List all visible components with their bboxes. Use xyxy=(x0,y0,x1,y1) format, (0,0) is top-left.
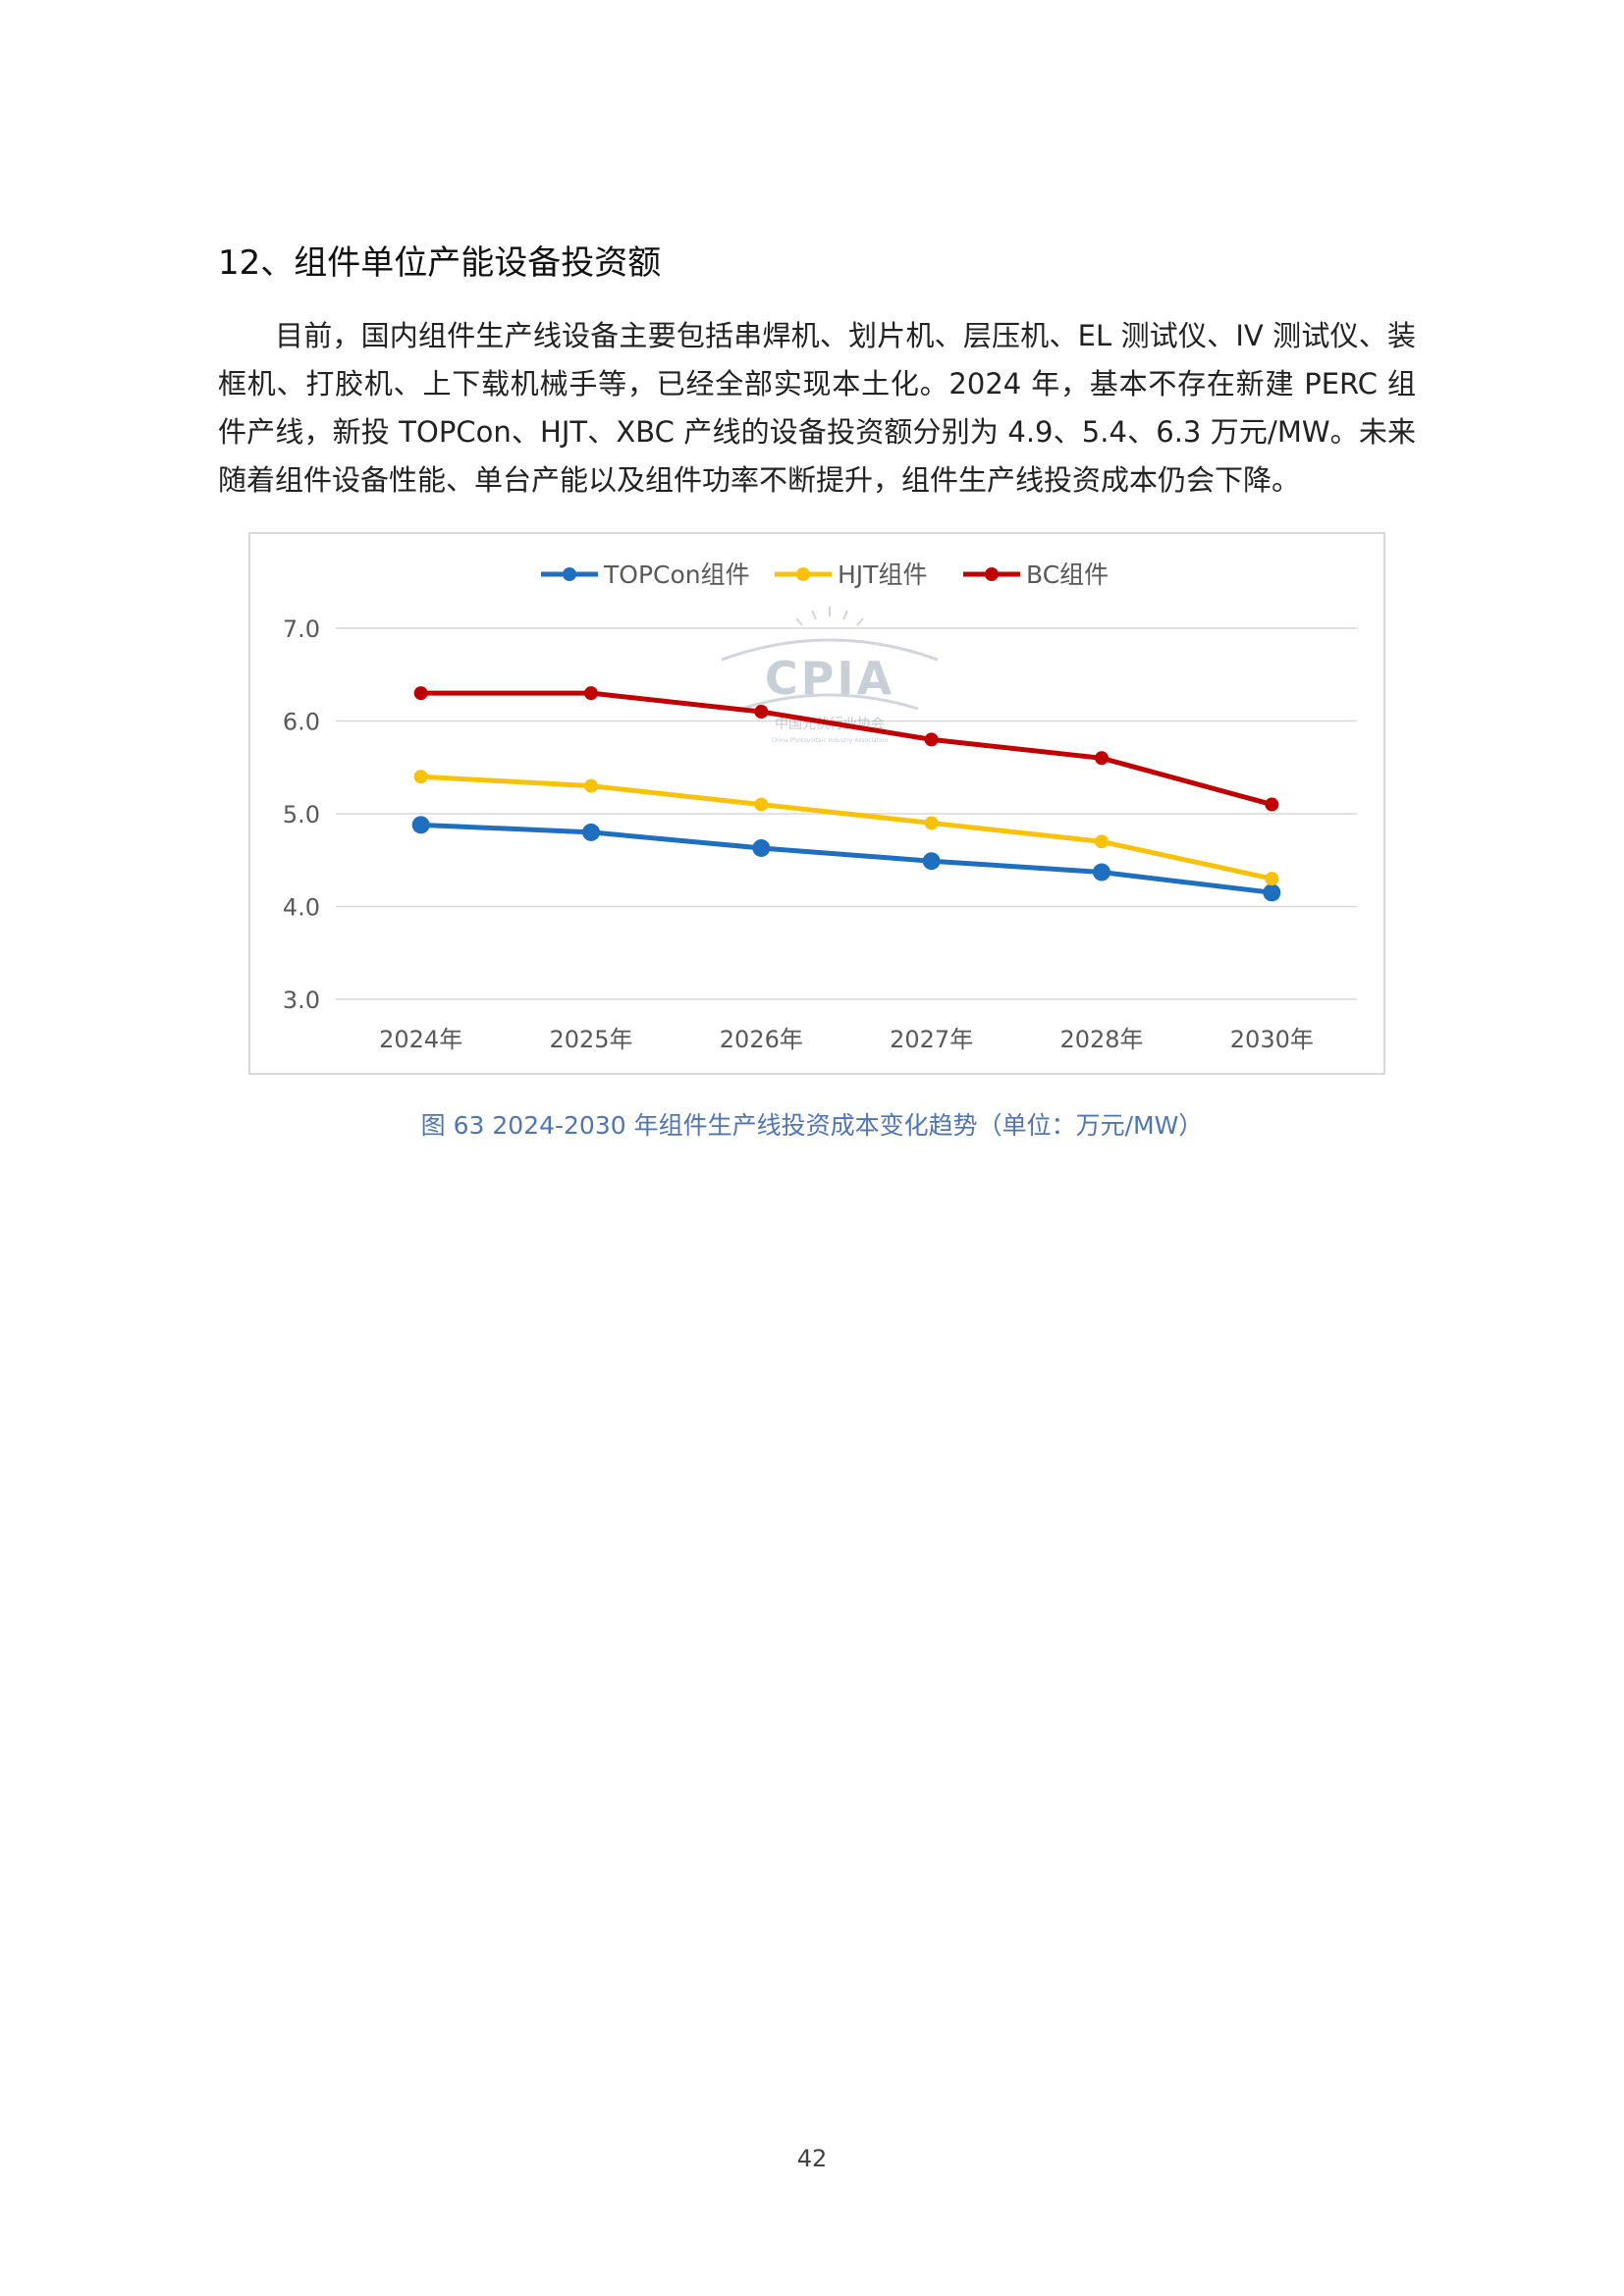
data-point xyxy=(582,823,600,841)
y-axis-labels: 3.0 4.0 5.0 6.0 7.0 xyxy=(283,615,320,1014)
data-point xyxy=(752,838,771,857)
legend-label: TOPCon组件 xyxy=(603,561,750,589)
data-point xyxy=(1265,872,1279,886)
data-point xyxy=(413,770,428,784)
legend-swatch-marker xyxy=(985,567,999,581)
data-point xyxy=(754,705,769,720)
data-point xyxy=(754,797,769,812)
data-point xyxy=(1095,751,1109,766)
section-heading: 12、组件单位产能设备投资额 xyxy=(218,243,662,283)
x-tick-label: 2030年 xyxy=(1230,1026,1314,1053)
page-number: 42 xyxy=(796,2145,828,2172)
data-point xyxy=(922,852,941,871)
y-tick-label: 6.0 xyxy=(283,709,320,736)
data-point xyxy=(413,686,428,701)
body-text: 目前，国内组件生产线设备主要包括串焊机、划片机、层压机、EL 测试仪、IV 测试… xyxy=(218,312,1416,505)
watermark-org-name-en: China Photovoltaic Industry Association xyxy=(772,737,889,744)
data-point xyxy=(411,816,430,834)
x-tick-label: 2025年 xyxy=(549,1026,632,1053)
legend-swatch-marker xyxy=(563,567,576,581)
legend-swatch-marker xyxy=(796,567,810,581)
data-point xyxy=(1095,834,1109,849)
x-tick-label: 2026年 xyxy=(720,1026,803,1053)
x-tick-label: 2027年 xyxy=(890,1026,973,1053)
y-tick-label: 4.0 xyxy=(283,894,320,922)
data-point xyxy=(924,732,939,747)
body-paragraph: 目前，国内组件生产线设备主要包括串焊机、划片机、层压机、EL 测试仪、IV 测试… xyxy=(218,319,1416,497)
series-line xyxy=(418,690,1274,808)
figure-caption: 图 63 2024-2030 年组件生产线投资成本变化趋势（单位：万元/MW） xyxy=(420,1111,1204,1140)
data-point xyxy=(1093,863,1110,881)
data-point xyxy=(584,686,598,701)
chart-frame: CPIA 中国光伏行业协会 China Photovoltaic Industr… xyxy=(248,532,1385,1075)
x-tick-label: 2024年 xyxy=(379,1026,462,1053)
series-line xyxy=(418,774,1274,881)
series-line xyxy=(418,822,1274,895)
data-point xyxy=(584,778,598,793)
line-chart: CPIA 中国光伏行业协会 China Photovoltaic Industr… xyxy=(283,561,1357,1053)
legend-label: HJT组件 xyxy=(838,561,927,589)
chart-legend: TOPCon组件 HJT组件 BC组件 xyxy=(541,561,1109,589)
y-tick-label: 7.0 xyxy=(283,615,320,643)
data-point xyxy=(924,816,939,830)
data-point xyxy=(1263,883,1281,902)
watermark-brand: CPIA xyxy=(765,652,894,705)
x-tick-label: 2028年 xyxy=(1059,1026,1143,1053)
y-tick-label: 3.0 xyxy=(283,987,320,1014)
series-lines xyxy=(411,686,1281,902)
x-axis-labels: 2024年 2025年 2026年 2027年 2028年 2030年 xyxy=(379,1026,1314,1053)
data-point xyxy=(1265,797,1279,812)
legend-label: BC组件 xyxy=(1026,561,1109,589)
y-tick-label: 5.0 xyxy=(283,801,320,828)
